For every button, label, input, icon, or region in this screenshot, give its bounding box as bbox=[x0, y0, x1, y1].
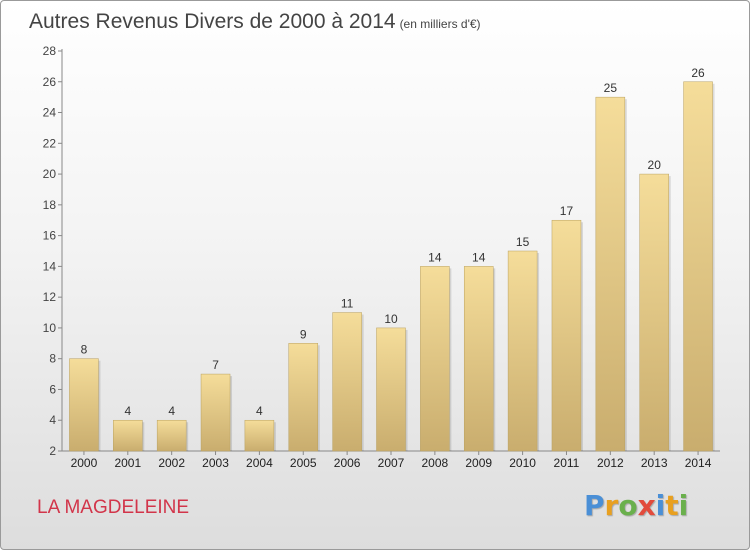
bar-value-label: 7 bbox=[212, 358, 219, 372]
chart-title: Autres Revenus Divers de 2000 à 2014 (en … bbox=[29, 10, 481, 34]
x-tick-label: 2009 bbox=[465, 456, 492, 470]
bar bbox=[507, 250, 538, 452]
y-tick-label: 8 bbox=[49, 352, 56, 366]
bar-value-label: 14 bbox=[428, 250, 442, 264]
y-tick-label: 6 bbox=[49, 382, 56, 396]
bar-series bbox=[69, 81, 715, 452]
bar-value-label: 15 bbox=[516, 235, 530, 249]
bar bbox=[551, 219, 582, 452]
bar-value-label: 8 bbox=[81, 343, 88, 357]
title-text: Autres Revenus Divers de 2000 à 2014 bbox=[29, 10, 396, 33]
x-tick-label: 2013 bbox=[641, 456, 668, 470]
value-labels: 8 4 4 7 4 9 11 10 14 14 15 17 25 20 26 bbox=[81, 66, 705, 418]
y-tick-label: 18 bbox=[43, 198, 57, 212]
x-tick-label: 2011 bbox=[554, 456, 580, 470]
bar-value-label: 10 bbox=[384, 312, 398, 326]
x-tick-label: 2007 bbox=[378, 456, 405, 470]
bar-value-label: 25 bbox=[604, 81, 618, 95]
logo-letter: t bbox=[665, 489, 679, 522]
bar bbox=[376, 327, 406, 452]
y-tick-label: 22 bbox=[43, 136, 57, 150]
x-tick-label: 2014 bbox=[685, 456, 712, 470]
y-tick-label: 10 bbox=[43, 321, 57, 335]
bar bbox=[156, 419, 187, 452]
x-tick-label: 2001 bbox=[114, 456, 141, 470]
logo-letter: x bbox=[637, 489, 656, 522]
bar bbox=[244, 419, 275, 452]
y-tick-label: 26 bbox=[43, 75, 57, 89]
bar-value-label: 4 bbox=[256, 404, 263, 418]
x-tick-label: 2000 bbox=[71, 456, 98, 470]
y-tick-label: 20 bbox=[43, 167, 57, 181]
logo-letter: P bbox=[584, 489, 605, 522]
bar-value-label: 9 bbox=[300, 327, 307, 341]
y-tick-label: 24 bbox=[43, 106, 57, 120]
bar-value-label: 14 bbox=[472, 250, 486, 264]
logo-letter: i bbox=[655, 489, 666, 522]
proxiti-logo[interactable]: Proxiti bbox=[584, 489, 688, 522]
bar-value-label: 11 bbox=[341, 297, 354, 311]
x-tick-label: 2004 bbox=[246, 456, 273, 470]
bar-value-label: 17 bbox=[560, 204, 574, 218]
bar bbox=[332, 312, 362, 452]
bar bbox=[69, 358, 99, 452]
logo-letter: r bbox=[604, 489, 619, 522]
x-tick-label: 2003 bbox=[202, 456, 229, 470]
bar bbox=[113, 419, 143, 452]
x-tick-label: 2006 bbox=[334, 456, 361, 470]
bar bbox=[683, 81, 713, 452]
bar bbox=[463, 266, 494, 452]
bar-value-label: 4 bbox=[124, 404, 131, 418]
bar-value-label: 26 bbox=[691, 66, 705, 80]
bar bbox=[288, 343, 319, 452]
bar-value-label: 4 bbox=[168, 404, 175, 418]
logo-letter: o bbox=[618, 489, 638, 522]
bar bbox=[595, 96, 626, 452]
logo-letter: i bbox=[678, 489, 689, 522]
x-tick-label: 2010 bbox=[509, 456, 536, 470]
location-name: LA MAGDELEINE bbox=[37, 497, 190, 518]
x-tick-label: 2005 bbox=[290, 456, 317, 470]
bar-value-label: 20 bbox=[648, 158, 662, 172]
bar bbox=[639, 173, 669, 452]
x-tick-label: 2002 bbox=[158, 456, 185, 470]
y-tick-label: 2 bbox=[49, 444, 56, 458]
x-tick-label: 2012 bbox=[597, 456, 624, 470]
y-tick-label: 16 bbox=[43, 229, 57, 243]
x-tick-label: 2008 bbox=[422, 456, 449, 470]
title-unit: (en milliers d'€) bbox=[399, 17, 481, 31]
y-tick-label: 28 bbox=[43, 44, 57, 58]
bar bbox=[200, 373, 231, 452]
bar bbox=[420, 266, 450, 452]
y-tick-label: 14 bbox=[43, 259, 57, 273]
y-tick-label: 12 bbox=[43, 290, 57, 304]
y-tick-label: 4 bbox=[49, 413, 56, 427]
